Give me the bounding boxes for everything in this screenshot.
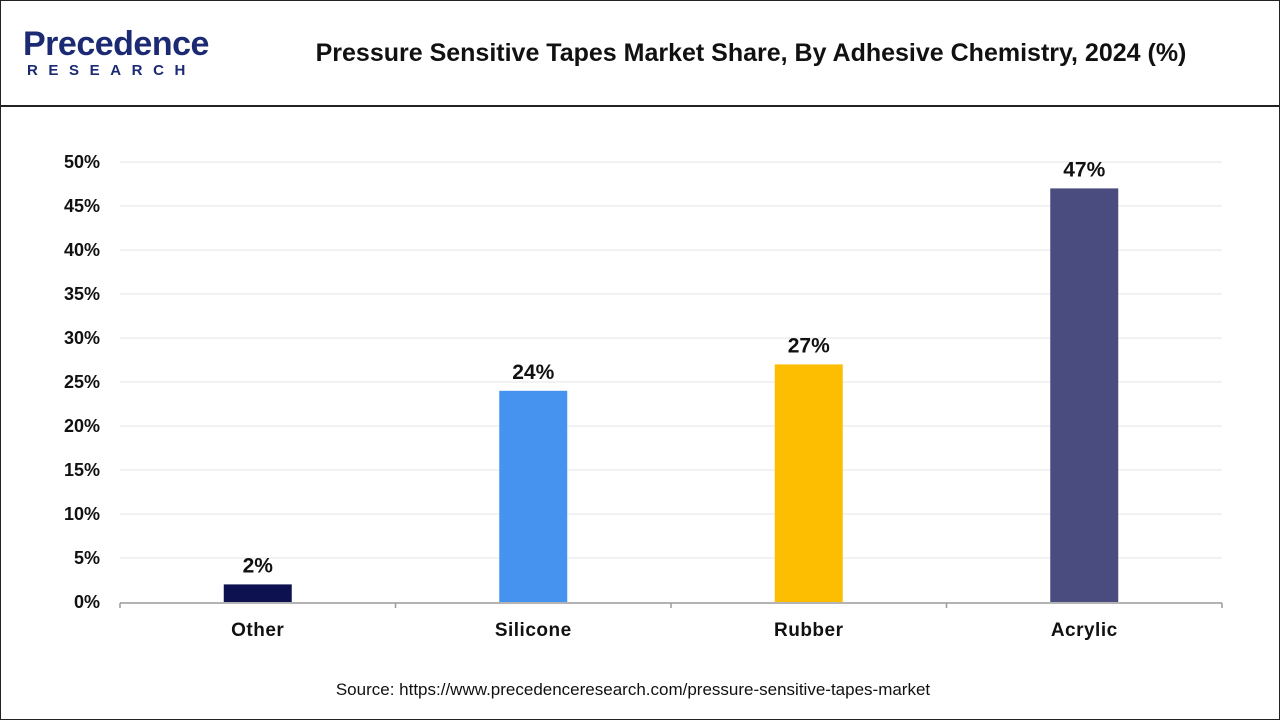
y-tick-label: 15% [64, 460, 100, 480]
y-tick-label: 10% [64, 504, 100, 524]
data-label-silicone: 24% [512, 361, 554, 384]
x-axis: Other Silicone Rubber Acrylic [119, 602, 1223, 641]
logo-wordmark: Precedence [23, 25, 209, 63]
bar-rubber [774, 364, 843, 602]
logo-subtitle: RESEARCH [27, 62, 196, 79]
y-tick-label: 50% [64, 152, 100, 172]
data-labels: 2% 24% 27% 47% [243, 158, 1106, 577]
y-tick-label: 0% [74, 592, 100, 612]
chart-title: Pressure Sensitive Tapes Market Share, B… [315, 39, 1187, 67]
data-label-other: 2% [243, 554, 274, 577]
bar-acrylic [1050, 188, 1119, 602]
source-note: Source: https://www.precedenceresearch.c… [335, 680, 931, 699]
x-tick-label-rubber: Rubber [774, 620, 844, 641]
y-tick-label: 5% [74, 548, 100, 568]
header: Precedence RESEARCH Pressure Sensitive T… [1, 1, 1279, 107]
y-tick-label: 40% [64, 240, 100, 260]
y-tick-label: 30% [64, 328, 100, 348]
y-tick-label: 45% [64, 196, 100, 216]
x-tick-label-acrylic: Acrylic [1051, 620, 1118, 641]
bar-silicone [499, 390, 568, 602]
y-tick-label: 35% [64, 284, 100, 304]
gridlines [120, 161, 1222, 559]
data-label-acrylic: 47% [1063, 158, 1105, 181]
precedence-research-logo: Precedence RESEARCH [23, 27, 223, 83]
bars [223, 188, 1119, 602]
data-label-rubber: 27% [788, 334, 830, 357]
bar-other [223, 584, 292, 602]
y-tick-label: 20% [64, 416, 100, 436]
bar-chart: 0% 5% 10% 15% 20% 25% 30% 35% 40% 45% 50% 2% 24% 27%… [64, 152, 1223, 641]
y-axis-ticks: 0% 5% 10% 15% 20% 25% 30% 35% 40% 45% 50% [64, 152, 100, 612]
y-tick-label: 25% [64, 372, 100, 392]
x-tick-label-silicone: Silicone [495, 620, 572, 641]
x-tick-label-other: Other [231, 620, 284, 641]
